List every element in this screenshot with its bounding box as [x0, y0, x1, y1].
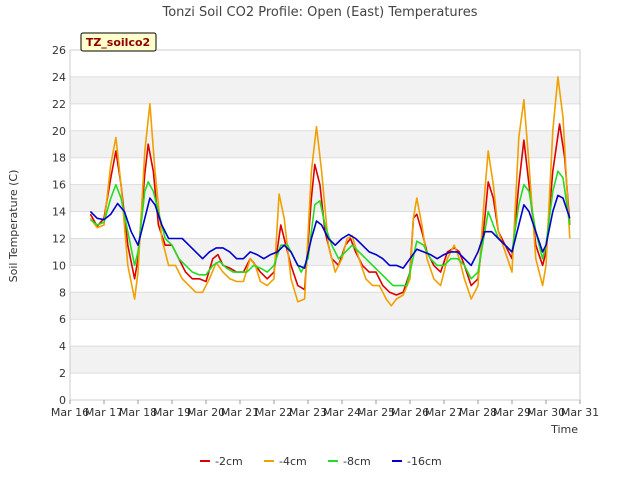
- y-tick-label: 2: [59, 367, 66, 380]
- x-tick-label: Mar 24: [323, 406, 361, 419]
- legend-label: -2cm: [215, 455, 243, 468]
- x-tick-label: Mar 16: [51, 406, 89, 419]
- x-tick-label: Mar 25: [357, 406, 395, 419]
- x-tick-label: Mar 23: [289, 406, 327, 419]
- series-line-4cmcm: [89, 76, 571, 307]
- legend-label: -8cm: [343, 455, 371, 468]
- y-axis-label: Soil Temperature (C): [7, 170, 20, 283]
- x-tick-label: Mar 30: [527, 406, 565, 419]
- legend: -2cm -4cm -8cm -16cm: [200, 455, 442, 468]
- x-tick-label: Mar 27: [425, 406, 463, 419]
- x-tick-label: Mar 17: [85, 406, 123, 419]
- y-tick-label: 20: [52, 125, 66, 138]
- x-tick-label: Mar 22: [255, 406, 293, 419]
- x-tick-label: Mar 19: [153, 406, 191, 419]
- plot-band: [70, 238, 580, 266]
- x-tick-label: Mar 29: [493, 406, 531, 419]
- y-tick-label: 12: [52, 232, 66, 245]
- y-tick-label: 24: [52, 71, 66, 84]
- chart-tag: TZ_soilco2: [80, 32, 157, 52]
- legend-label: -4cm: [279, 455, 307, 468]
- series-line-16cmcm: [89, 194, 571, 269]
- plot-frame: [69, 49, 581, 401]
- y-tick-label: 10: [52, 259, 66, 272]
- plot-band: [70, 130, 580, 158]
- x-tick-label: Mar 28: [459, 406, 497, 419]
- x-axis-label: Time: [550, 423, 578, 436]
- x-tick-label: Mar 18: [119, 406, 157, 419]
- legend-label: -16cm: [407, 455, 442, 468]
- y-tick-label: 26: [52, 44, 66, 57]
- x-tick-label: Mar 26: [391, 406, 429, 419]
- y-tick-label: 14: [52, 206, 66, 219]
- y-tick-label: 0: [59, 394, 66, 407]
- chart-tag-box: [80, 32, 157, 52]
- plot-band: [70, 76, 580, 104]
- y-tick-label: 22: [52, 98, 66, 111]
- chart-tag-label: TZ_soilco2: [86, 36, 150, 49]
- y-tick-label: 16: [52, 179, 66, 192]
- x-tick-label: Mar 31: [561, 406, 599, 419]
- series-layer: [89, 76, 571, 307]
- x-tick-label: Mar 21: [221, 406, 259, 419]
- y-tick-label: 6: [59, 313, 66, 326]
- y-tick-label: 4: [59, 340, 66, 353]
- plot-band: [70, 346, 580, 374]
- plot-band: [70, 292, 580, 320]
- y-tick-label: 8: [59, 286, 66, 299]
- y-tick-label: 18: [52, 152, 66, 165]
- x-tick-label: Mar 20: [187, 406, 225, 419]
- chart-title: Tonzi Soil CO2 Profile: Open (East) Temp…: [161, 5, 477, 20]
- series-line-8cmcm: [89, 170, 571, 287]
